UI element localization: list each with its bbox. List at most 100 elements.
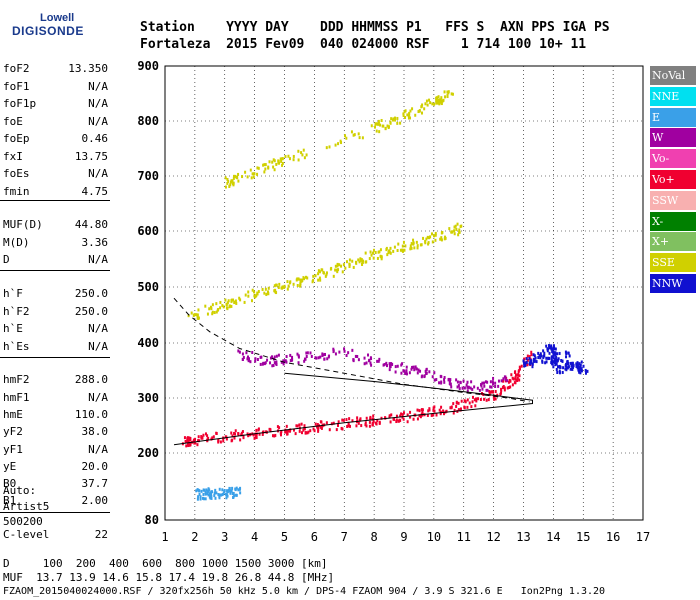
- data-point: [526, 354, 529, 358]
- y-tick-label: 300: [137, 391, 159, 405]
- data-point: [509, 385, 512, 389]
- param-value: N/A: [88, 167, 108, 180]
- data-point: [430, 232, 433, 236]
- data-point: [345, 353, 348, 357]
- data-point: [281, 157, 284, 161]
- legend-item-x-: X+: [650, 232, 696, 252]
- data-point: [297, 355, 300, 359]
- data-point: [395, 414, 398, 418]
- data-point: [210, 494, 213, 498]
- data-point: [385, 248, 388, 252]
- param-value: 250.0: [74, 305, 108, 318]
- data-point: [475, 399, 478, 403]
- data-point: [224, 298, 227, 302]
- data-point: [359, 257, 362, 261]
- data-point: [281, 163, 284, 167]
- data-point: [365, 361, 368, 365]
- param-name: foE: [3, 115, 23, 128]
- data-point: [576, 366, 579, 370]
- data-point: [285, 424, 288, 428]
- data-point: [235, 493, 238, 497]
- data-point: [371, 251, 374, 255]
- param-row: fmin 4.75: [3, 185, 108, 203]
- data-point: [539, 352, 542, 356]
- data-point: [242, 356, 245, 360]
- data-point: [201, 496, 204, 500]
- x-tick-label: 8: [371, 530, 378, 544]
- data-point: [551, 347, 554, 351]
- data-point: [224, 492, 227, 496]
- data-point: [247, 290, 250, 294]
- data-point: [234, 488, 237, 492]
- data-point: [567, 351, 570, 355]
- data-point: [526, 363, 529, 367]
- data-point: [394, 116, 397, 120]
- data-point: [278, 426, 281, 430]
- data-point: [221, 304, 224, 308]
- data-point: [410, 246, 413, 250]
- data-point: [378, 130, 381, 134]
- x-tick-label: 9: [400, 530, 407, 544]
- data-point: [457, 408, 460, 412]
- data-point: [439, 410, 442, 414]
- data-point: [360, 424, 363, 428]
- data-point: [471, 387, 474, 391]
- data-point: [326, 357, 329, 361]
- data-point: [504, 378, 507, 382]
- data-point: [365, 416, 368, 420]
- param-value: 13.350: [68, 62, 108, 75]
- data-point: [443, 376, 446, 380]
- data-point: [230, 489, 233, 493]
- data-point: [332, 347, 335, 351]
- data-point: [263, 163, 266, 167]
- data-point: [456, 385, 459, 389]
- data-point: [502, 385, 505, 389]
- data-point: [364, 260, 367, 264]
- data-point: [552, 356, 555, 360]
- param-name: foEs: [3, 167, 30, 180]
- data-point: [580, 369, 583, 373]
- data-point: [377, 359, 380, 363]
- data-point: [336, 264, 339, 268]
- data-point: [207, 489, 210, 493]
- data-point: [309, 429, 312, 433]
- data-point: [440, 236, 443, 240]
- data-point: [486, 388, 489, 392]
- data-point: [409, 244, 412, 248]
- data-point: [548, 351, 551, 355]
- param-value: 250.0: [74, 287, 108, 300]
- data-point: [470, 405, 473, 409]
- data-point: [300, 431, 303, 435]
- data-point: [225, 496, 228, 500]
- data-point: [491, 380, 494, 384]
- data-point: [425, 372, 428, 376]
- data-point: [204, 304, 207, 308]
- data-point: [535, 360, 538, 364]
- param-value: N/A: [88, 443, 108, 456]
- x-tick-label: 6: [311, 530, 318, 544]
- data-point: [552, 360, 555, 364]
- data-point: [239, 491, 242, 495]
- data-point: [554, 347, 557, 351]
- data-point: [523, 357, 526, 361]
- data-point: [303, 427, 306, 431]
- param-row: foEp 0.46: [3, 132, 108, 150]
- data-point: [425, 237, 428, 241]
- data-point: [228, 185, 231, 189]
- data-point: [569, 367, 572, 371]
- data-point: [320, 420, 323, 424]
- data-point: [458, 387, 461, 391]
- data-point: [424, 369, 427, 373]
- data-point: [484, 380, 487, 384]
- data-point: [397, 242, 400, 246]
- data-point: [227, 488, 230, 492]
- data-point: [232, 491, 235, 495]
- data-point: [347, 423, 350, 427]
- legend-item-nne: NNE: [650, 86, 696, 106]
- data-point: [556, 358, 559, 362]
- param-value: 3.36: [81, 236, 109, 249]
- param-name: h`E: [3, 322, 23, 335]
- param-row: hmF1 N/A: [3, 391, 108, 409]
- data-point: [567, 361, 570, 365]
- data-point: [396, 121, 399, 125]
